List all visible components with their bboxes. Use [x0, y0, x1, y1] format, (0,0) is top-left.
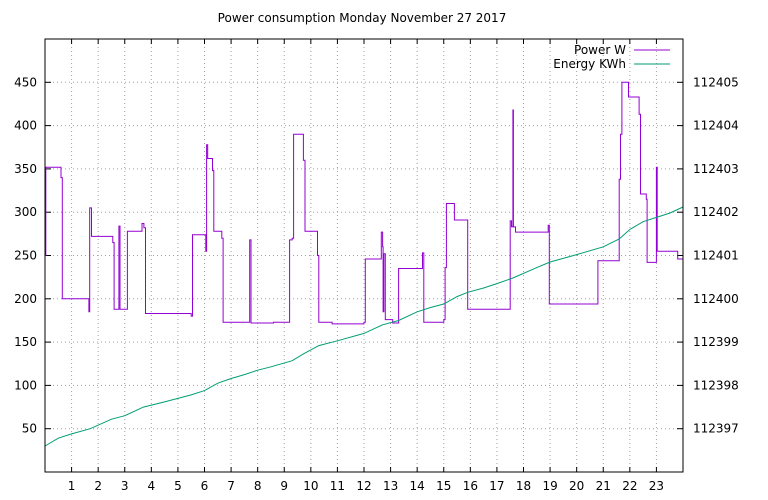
y-tick-label: 50	[22, 422, 37, 436]
y2-tick-label: 112402	[693, 205, 739, 219]
y-tick-label: 400	[14, 119, 37, 133]
y-tick-label: 250	[14, 249, 37, 263]
y-tick-label: 350	[14, 162, 37, 176]
x-tick-label: 3	[121, 479, 129, 493]
y2-tick-label: 112397	[693, 422, 739, 436]
legend: Power W Energy KWh	[553, 43, 670, 71]
x-tick-label: 23	[649, 479, 664, 493]
x-tick-label: 5	[174, 479, 182, 493]
x-tick-label: 7	[227, 479, 235, 493]
y2-tick-label: 112404	[693, 119, 739, 133]
x-tick-label: 11	[330, 479, 345, 493]
x-tick-label: 6	[201, 479, 209, 493]
x-tick-label: 2	[94, 479, 102, 493]
chart-title: Power consumption Monday November 27 201…	[218, 11, 507, 25]
x-axis-ticks: 1 2 3 4 5 6 7 8 9 10 11 12 13 14 15 16 17 18 19 20 21 22 23	[68, 39, 664, 493]
x-tick-label: 8	[254, 479, 262, 493]
x-tick-label: 22	[622, 479, 637, 493]
x-tick-label: 19	[542, 479, 557, 493]
y-axis-left-ticks: 50 100 150 200 250 300 350 400 450	[14, 75, 51, 436]
x-tick-label: 17	[489, 479, 504, 493]
y-tick-label: 100	[14, 378, 37, 392]
x-tick-label: 4	[148, 479, 156, 493]
y-axis-right-ticks: 112397 112398 112399 112400 112401 112402 1124…	[677, 75, 739, 436]
y2-tick-label: 112401	[693, 249, 739, 263]
x-tick-label: 20	[569, 479, 584, 493]
y2-tick-label: 112400	[693, 292, 739, 306]
x-tick-label: 21	[596, 479, 611, 493]
y2-tick-label: 112403	[693, 162, 739, 176]
plot-frame	[44, 38, 684, 473]
y-tick-label: 200	[14, 292, 37, 306]
x-tick-label: 10	[303, 479, 318, 493]
legend-label-energy: Energy KWh	[553, 57, 626, 71]
x-tick-label: 18	[516, 479, 531, 493]
y2-tick-label: 112405	[693, 75, 739, 89]
x-tick-label: 1	[68, 479, 76, 493]
series	[44, 81, 684, 447]
y-tick-label: 150	[14, 335, 37, 349]
y-tick-label: 300	[14, 205, 37, 219]
series-line-power	[45, 81, 683, 325]
x-tick-label: 9	[280, 479, 288, 493]
x-tick-label: 13	[383, 479, 398, 493]
x-tick-label: 16	[463, 479, 478, 493]
y2-tick-label: 112399	[693, 335, 739, 349]
x-tick-label: 12	[356, 479, 371, 493]
series-line-energy	[44, 206, 684, 447]
y-tick-label: 450	[14, 75, 37, 89]
y2-tick-label: 112398	[693, 378, 739, 392]
legend-label-power: Power W	[574, 43, 626, 57]
grid	[45, 39, 683, 472]
x-tick-label: 14	[410, 479, 425, 493]
x-tick-label: 15	[436, 479, 451, 493]
